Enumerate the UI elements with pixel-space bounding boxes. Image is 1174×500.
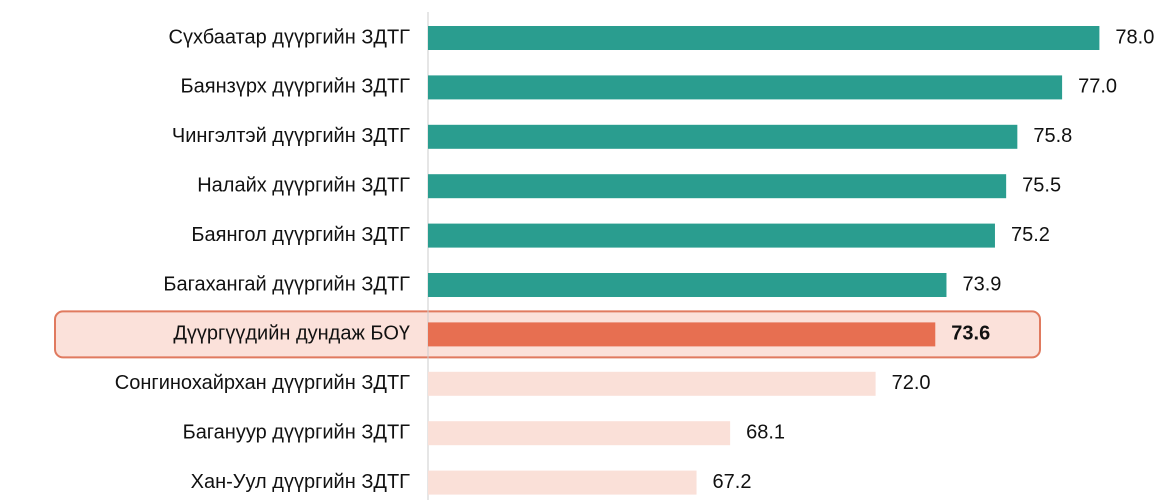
category-label: Сонгинохайрхан дүүргийн ЗДТГ: [115, 372, 410, 394]
category-label: Баянгол дүүргийн ЗДТГ: [191, 224, 410, 246]
category-label: Баянзүрх дүүргийн ЗДТГ: [181, 76, 411, 98]
value-label: 75.2: [1011, 224, 1050, 246]
value-label: 73.6: [951, 323, 990, 345]
bar: [428, 223, 995, 248]
bar: [428, 322, 936, 347]
category-label: Сүхбаатар дүүргийн ЗДТГ: [169, 26, 411, 48]
value-label: 72.0: [892, 372, 931, 394]
category-label: Чингэлтэй дүүргийн ЗДТГ: [172, 125, 410, 147]
value-label: 67.2: [713, 471, 752, 493]
category-label: Багануур дүүргийн ЗДТГ: [183, 421, 411, 443]
value-label: 73.9: [962, 273, 1001, 295]
bar: [428, 75, 1063, 100]
value-label: 75.8: [1033, 125, 1072, 147]
bar: [428, 26, 1100, 50]
bar: [428, 421, 731, 446]
category-label: Налайх дүүргийн ЗДТГ: [197, 174, 410, 196]
value-label: 77.0: [1078, 76, 1117, 98]
bar: [428, 174, 1007, 199]
value-label: 68.1: [746, 421, 785, 443]
category-label: Хан-Уул дүүргийн ЗДТГ: [191, 471, 411, 493]
category-label: Дүүргүүдийн дундаж БОҮ: [173, 323, 410, 345]
value-label: 78.0: [1115, 26, 1154, 48]
bar: [428, 124, 1018, 149]
bar: [428, 470, 697, 495]
bar: [428, 371, 876, 396]
category-label: Багахангай дүүргийн ЗДТГ: [163, 273, 410, 295]
value-label: 75.5: [1022, 174, 1061, 196]
bar: [428, 273, 947, 297]
